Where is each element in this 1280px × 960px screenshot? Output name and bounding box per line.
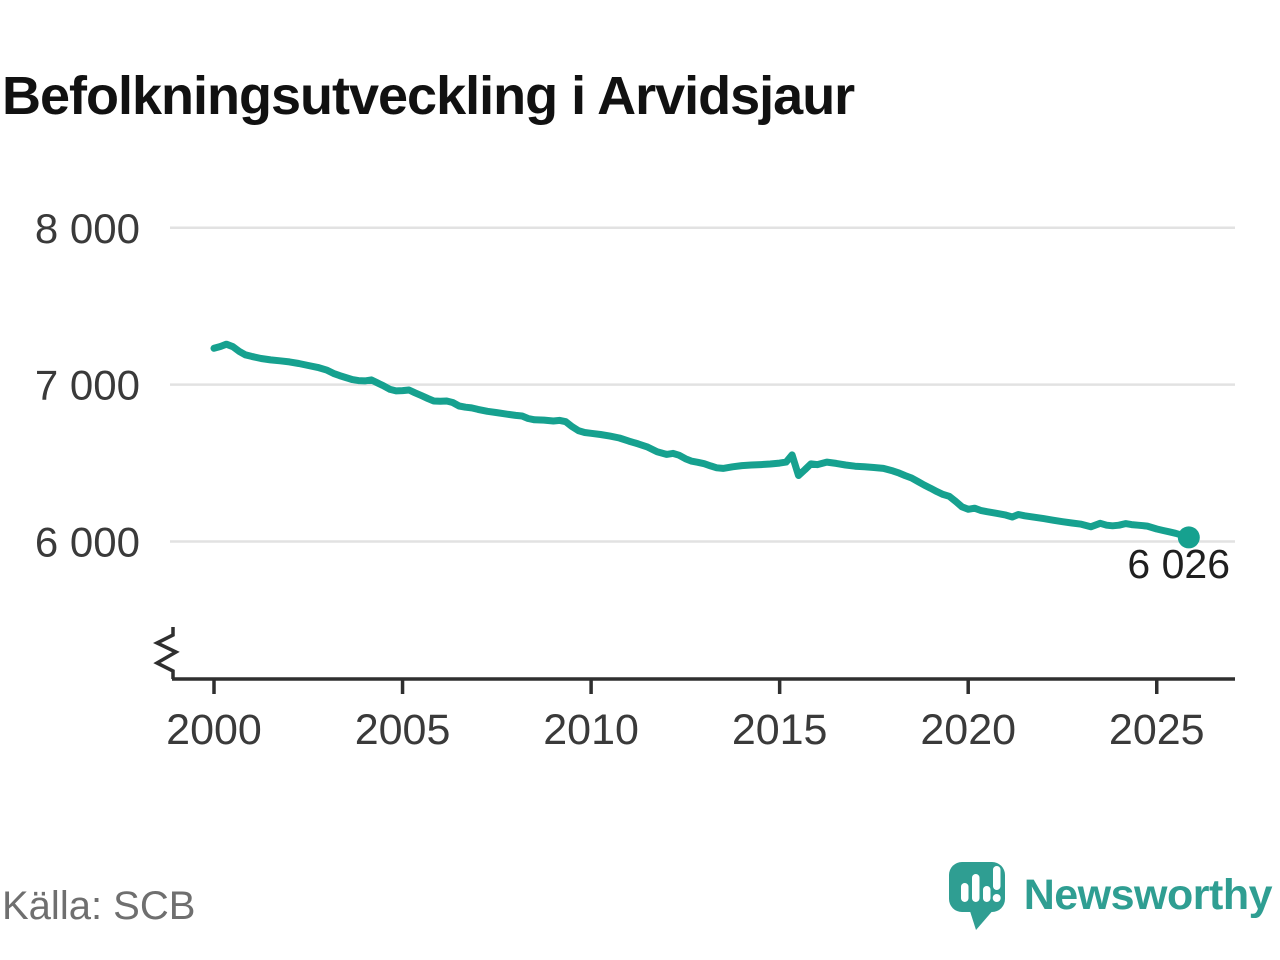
data-series-line: 6 026 bbox=[210, 340, 1230, 587]
newsworthy-logo-icon bbox=[948, 862, 1005, 930]
population-line bbox=[210, 340, 1193, 541]
branding: Newsworthy bbox=[946, 858, 1273, 932]
x-tick-label: 2005 bbox=[355, 706, 451, 754]
x-axis bbox=[172, 677, 1235, 694]
x-tick-label: 2020 bbox=[920, 706, 1016, 754]
x-tick-label: 2000 bbox=[166, 706, 262, 754]
x-tick-label: 2025 bbox=[1109, 706, 1205, 754]
x-tick-label: 2015 bbox=[732, 706, 828, 754]
y-axis-break-icon bbox=[153, 627, 180, 679]
y-tick-label: 8 000 bbox=[35, 205, 140, 252]
end-value-label: 6 026 bbox=[1127, 541, 1230, 587]
source-note: Källa: SCB bbox=[2, 884, 196, 928]
y-tick-label: 6 000 bbox=[35, 519, 140, 566]
axis-tick-labels: 8 000 7 000 6 000 2000 2005 2010 2015 2020 2025 bbox=[35, 205, 1205, 754]
page-title: Befolkningsutveckling i Arvidsjaur bbox=[2, 66, 855, 127]
brand-name: Newsworthy bbox=[1023, 870, 1273, 919]
axis-break-squiggle bbox=[153, 627, 180, 679]
gridlines bbox=[170, 226, 1235, 543]
x-tick-label: 2010 bbox=[543, 706, 639, 754]
end-point-dot bbox=[1177, 526, 1200, 549]
y-tick-label: 7 000 bbox=[35, 362, 140, 409]
